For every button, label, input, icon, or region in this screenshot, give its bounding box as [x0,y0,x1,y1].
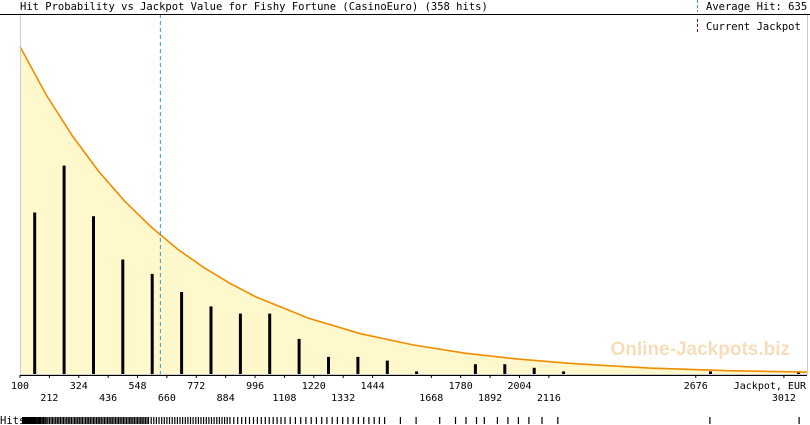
x-tick-upper: 996 [246,381,264,392]
x-axis-label: Jackpot, EUR [734,381,807,392]
hit-bar [209,306,213,375]
x-tick-lower: 660 [158,393,176,404]
x-tick-upper: 100 [11,381,29,392]
hit-bar [121,259,125,375]
legend-current-label: Current Jackpot [706,21,801,33]
x-tick-upper: 2676 [684,381,708,392]
hit-bar [150,273,154,375]
hit-bar [503,364,507,375]
x-tick-lower: 884 [217,393,235,404]
probability-area [20,46,807,375]
hit-bar [356,356,360,375]
x-tick-lower: 212 [40,393,58,404]
x-tick-upper: 1444 [361,381,385,392]
hit-bar [385,360,389,375]
hit-bar [327,356,330,375]
hit-bar [297,338,301,375]
hit-bar [180,292,184,375]
hits-strip [22,417,800,424]
x-tick-upper: 1220 [302,381,326,392]
x-axis-ticks: 100 324 548 772 996 1220 1444 1780 2004 2676 212 43… [11,375,796,404]
hit-bar [33,212,37,375]
x-tick-upper: 324 [70,381,88,392]
chart-title: Hit Probability vs Jackpot Value for Fis… [20,1,488,13]
hit-bar [238,313,242,375]
hit-bar [415,371,419,375]
hit-bar [92,216,95,375]
x-tick-lower: 1108 [272,393,296,404]
hits-label: Hits [0,415,25,425]
x-tick-lower: 1668 [419,393,443,404]
x-tick-lower: 1892 [478,393,502,404]
x-tick-upper: 548 [128,381,146,392]
hit-bar [709,371,712,375]
hit-bar [562,371,566,375]
hit-bar [62,165,66,375]
x-tick-lower: 436 [99,393,117,404]
legend-average-label: Average Hit: 635 [706,1,807,13]
x-tick-lower: 3012 [772,393,796,404]
probability-curve [19,46,808,373]
hit-bar [473,364,477,375]
x-tick-upper: 772 [187,381,205,392]
plot-area [19,14,808,375]
watermark: Online-Jackpots.biz [611,339,790,360]
hit-bar [532,367,536,375]
x-tick-upper: 1780 [449,381,473,392]
x-tick-lower: 2116 [537,393,561,404]
x-tick-lower: 1332 [331,393,355,404]
hit-bar [268,313,272,375]
x-tick-upper: 2004 [507,381,531,392]
hit-bar [797,371,801,375]
